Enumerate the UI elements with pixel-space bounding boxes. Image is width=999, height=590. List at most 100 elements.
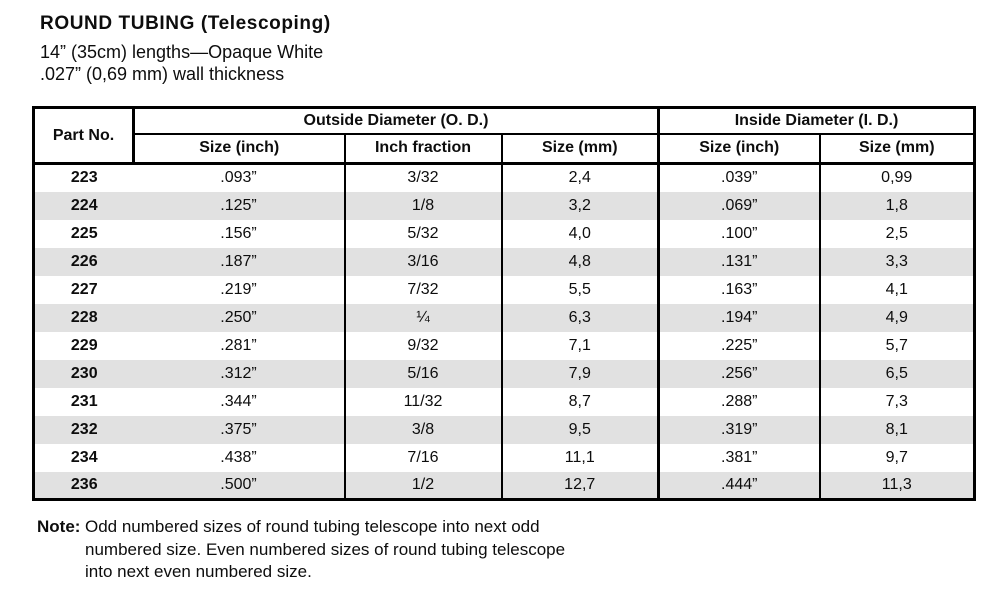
note-line: numbered size. Even numbered sizes of ro… [85, 539, 566, 559]
subtitle-wall-thickness: .027” (0,69 mm) wall thickness [40, 64, 285, 84]
od-inch-fraction-cell: 3/8 [343, 415, 502, 444]
table-row: 236 .500” 1/2 12,7.444” 11,3 [33, 471, 975, 500]
part-no-cell: 225 [70, 224, 98, 242]
id-size-inch-cell: .069” [657, 191, 820, 220]
od-size-inch-cell: .187” [220, 252, 257, 270]
id-size-mm-cell: 0,99 [818, 163, 975, 192]
id-size-mm-cell: 2,5 [818, 219, 975, 248]
od-inch-fraction-header: Inch fraction [343, 133, 502, 165]
od-size-mm-cell: 9,5 [500, 415, 659, 444]
part-no-cell: 226 [70, 252, 98, 270]
part-no-cell: 231 [70, 392, 98, 410]
inside-diameter-group-header: Inside Diameter (I. D.) [657, 107, 975, 135]
id-size-inch-header: Size (inch) [657, 133, 820, 165]
id-size-mm-header: Size (mm) [818, 133, 975, 165]
od-size-mm-cell: 3,2 [500, 191, 659, 220]
note-line: into next even numbered size. [85, 562, 312, 581]
page-title: ROUND TUBING (Telescoping) [40, 13, 331, 34]
sub-header-row: Size (inch) Inch fraction Size (mm) Size… [34, 133, 975, 165]
od-size-inch-cell: .344” [220, 392, 257, 410]
id-size-mm-cell: 8,1 [818, 415, 975, 444]
note-line: Odd numbered sizes of round tubing teles… [85, 517, 540, 536]
od-size-mm-cell: 8,7 [500, 387, 659, 416]
od-size-mm-cell: 6,3 [500, 303, 659, 332]
id-size-inch-cell: .319” [657, 415, 820, 444]
id-size-mm-cell: 6,5 [818, 359, 975, 388]
id-size-inch-cell: .131” [657, 247, 820, 276]
od-inch-fraction-cell: 7/32 [343, 275, 502, 304]
od-size-inch-cell: .375” [220, 420, 257, 438]
id-size-inch-cell: .288” [657, 387, 820, 416]
od-size-inch-cell: .281” [220, 336, 257, 354]
table-row: 228 .250” ¼ 6,3.194” 4,9 [33, 303, 975, 332]
table-row: 227 .219” 7/32 5,5.163” 4,1 [34, 275, 975, 304]
table-row: 229 .281” 9/32 7,1.225” 5,7 [34, 331, 975, 360]
id-size-inch-cell: .444” [657, 471, 820, 500]
table-row: 231 .344” 11/32 8,7.288” 7,3 [34, 387, 975, 416]
part-no-cell: 224 [70, 196, 98, 214]
part-no-cell: 223 [70, 169, 98, 187]
id-size-inch-cell: .039” [657, 163, 820, 192]
id-size-mm-cell: 4,1 [818, 275, 975, 304]
table-row: 232 .375” 3/8 9,5.319” 8,1 [33, 415, 975, 444]
od-size-inch-header: Size (inch) [133, 133, 345, 165]
od-size-mm-cell: 2,4 [500, 163, 659, 192]
id-size-inch-cell: .225” [657, 331, 820, 360]
table-row: 223 .093” 3/32 2,4.039” 0,99 [34, 163, 975, 192]
part-no-cell: 230 [70, 364, 98, 382]
od-size-inch-cell: .500” [220, 475, 257, 493]
tubing-spec-table-wrapper: Part No. Outside Diameter (O. D.) Inside… [32, 106, 976, 501]
id-size-mm-cell: 1,8 [818, 191, 975, 220]
od-inch-fraction-cell: 5/16 [343, 359, 502, 388]
od-inch-fraction-cell: 9/32 [343, 331, 502, 360]
table-row: 230 .312” 5/16 7,9.256” 6,5 [33, 359, 975, 388]
od-inch-fraction-cell: 5/32 [343, 219, 502, 248]
od-size-mm-header: Size (mm) [500, 133, 659, 165]
id-size-mm-cell: 4,9 [818, 303, 975, 332]
group-header-row: Part No. Outside Diameter (O. D.) Inside… [33, 107, 975, 165]
od-size-mm-cell: 4,8 [500, 247, 659, 276]
od-size-inch-cell: .125” [220, 196, 257, 214]
od-size-mm-cell: 7,1 [500, 331, 659, 360]
id-size-inch-cell: .256” [657, 359, 820, 388]
table-body: 223 .093” 3/32 2,4.039” 0,99 224 .125” 1/8 3,2.0… [33, 163, 975, 500]
od-size-mm-cell: 4,0 [500, 219, 659, 248]
table-row: 234 .438” 7/16 11,1.381” 9,7 [34, 443, 975, 472]
od-size-mm-cell: 12,7 [500, 471, 659, 500]
part-no-cell: 228 [70, 308, 98, 326]
part-no-cell: 229 [70, 336, 98, 354]
note-text: Odd numbered sizes of round tubing teles… [85, 516, 565, 584]
id-size-inch-cell: .100” [657, 219, 820, 248]
part-no-header: Part No. [33, 107, 135, 165]
od-inch-fraction-cell: 1/2 [343, 471, 502, 500]
id-size-mm-cell: 5,7 [818, 331, 975, 360]
od-inch-fraction-cell: 11/32 [343, 387, 502, 416]
od-size-inch-cell: .250” [220, 308, 257, 326]
od-inch-fraction-cell: 3/16 [343, 247, 502, 276]
table-row: 225 .156” 5/32 4,0.100” 2,5 [34, 219, 975, 248]
id-size-inch-cell: .381” [657, 443, 820, 472]
od-size-inch-cell: .219” [220, 280, 257, 298]
table-header: Part No. Outside Diameter (O. D.) Inside… [33, 107, 975, 165]
id-size-mm-cell: 7,3 [818, 387, 975, 416]
id-size-mm-cell: 9,7 [818, 443, 975, 472]
table-row: 224 .125” 1/8 3,2.069” 1,8 [33, 191, 975, 220]
part-no-cell: 234 [70, 448, 98, 466]
part-no-cell: 236 [70, 475, 98, 493]
od-size-mm-cell: 5,5 [500, 275, 659, 304]
od-inch-fraction-cell: 7/16 [343, 443, 502, 472]
note-label: Note: [37, 517, 81, 536]
subtitle-lengths: 14” (35cm) lengths—Opaque White [40, 42, 324, 62]
od-inch-fraction-cell: ¼ [343, 303, 502, 332]
id-size-mm-cell: 3,3 [818, 247, 975, 276]
od-inch-fraction-cell: 1/8 [343, 191, 502, 220]
part-no-cell: 227 [70, 280, 98, 298]
od-size-mm-cell: 7,9 [500, 359, 659, 388]
id-size-mm-cell: 11,3 [818, 471, 975, 500]
od-size-inch-cell: .093” [220, 169, 257, 187]
part-no-cell: 232 [70, 420, 98, 438]
id-size-inch-cell: .163” [657, 275, 820, 304]
od-size-inch-cell: .312” [220, 364, 257, 382]
od-size-mm-cell: 11,1 [500, 443, 659, 472]
